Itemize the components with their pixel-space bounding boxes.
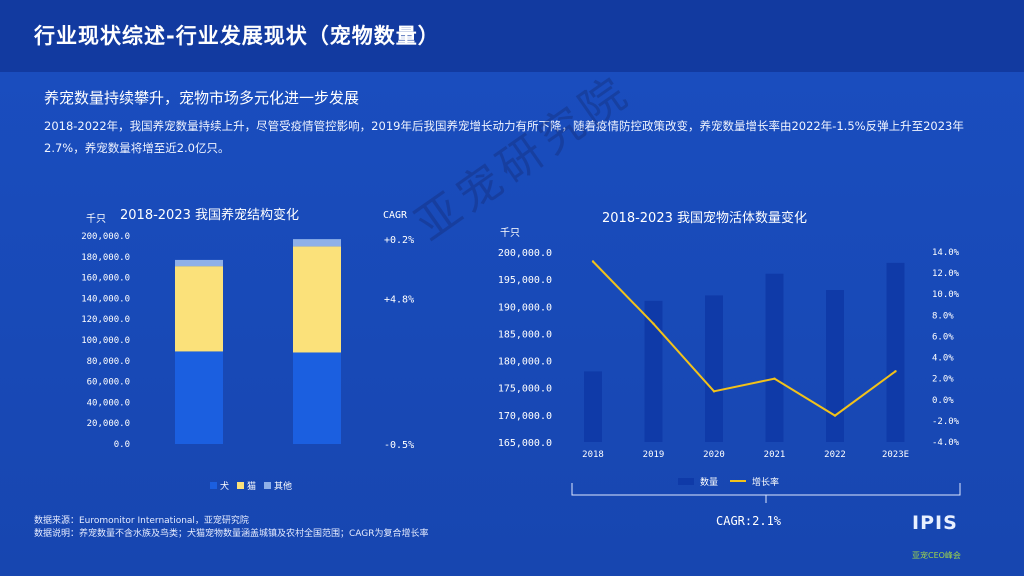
chart1-legend-label: 猫 bbox=[247, 480, 256, 492]
chart1-legend-label: 其他 bbox=[274, 480, 292, 492]
subtitle: 养宠数量持续攀升，宠物市场多元化进一步发展 bbox=[44, 89, 360, 107]
chart2-xtick: 2019 bbox=[643, 450, 665, 460]
footnote-note: 数据说明：养宠数量不含水族及鸟类；犬猫宠物数量涵盖城镇及农村全国范围；CAGR为… bbox=[34, 529, 429, 539]
chart1-legend-label: 犬 bbox=[220, 480, 229, 492]
chart1-cagr-header: CAGR bbox=[383, 210, 408, 221]
chart2-growth-point bbox=[894, 370, 897, 373]
logo-subtext: 亚宠CEO峰会 bbox=[912, 551, 961, 560]
chart2-y2tick: 6.0% bbox=[932, 332, 954, 342]
chart2-growth-line bbox=[592, 260, 897, 417]
chart1-bar-猫-2018 bbox=[175, 266, 223, 352]
chart2-y2tick: 8.0% bbox=[932, 311, 954, 321]
chart2-y2tick: 14.0% bbox=[932, 248, 960, 258]
chart2-y2tick: 4.0% bbox=[932, 354, 954, 364]
chart2-growth-point bbox=[652, 322, 655, 325]
chart1-bar-其他-2018 bbox=[175, 259, 223, 267]
chart1-legend-swatch bbox=[210, 482, 217, 489]
chart1-ytick: 140,000.0 bbox=[81, 294, 130, 304]
chart1-ytick: 100,000.0 bbox=[81, 336, 130, 346]
chart2-ylabel: 千只 bbox=[500, 227, 520, 239]
chart1-ytick: 80,000.0 bbox=[87, 357, 130, 367]
chart2-ytick: 195,000.0 bbox=[498, 275, 552, 286]
chart2-ytick: 180,000.0 bbox=[498, 357, 552, 368]
footnote-source: 数据来源：Euromonitor International，亚宠研究院 bbox=[34, 516, 249, 526]
chart1-ytick: 120,000.0 bbox=[81, 315, 130, 325]
chart2-y2tick: 10.0% bbox=[932, 290, 960, 300]
chart2-bar-2019 bbox=[644, 300, 663, 442]
chart1-title: 2018-2023 我国养宠结构变化 bbox=[120, 208, 299, 223]
chart2-y2tick: 2.0% bbox=[932, 375, 954, 385]
ipis-logo: IPIS 亚宠CEO峰会 bbox=[912, 512, 1010, 568]
chart1-ytick: 0.0 bbox=[114, 440, 130, 450]
chart2-ytick: 165,000.0 bbox=[498, 438, 552, 449]
chart2-growth-point bbox=[773, 377, 776, 380]
chart1-cagr-label: +0.2% bbox=[384, 235, 414, 246]
chart2-y2tick: -4.0% bbox=[932, 438, 960, 448]
chart2-ytick: 175,000.0 bbox=[498, 384, 552, 395]
chart2-y2tick: 12.0% bbox=[932, 269, 960, 279]
chart1-bar-猫-2023 bbox=[293, 246, 341, 353]
chart2-xtick: 2021 bbox=[764, 450, 786, 460]
chart2-bar-2021 bbox=[765, 273, 784, 442]
chart2-bar-2018 bbox=[584, 371, 602, 442]
chart2-bar-2023E bbox=[886, 262, 905, 442]
chart2-ytick: 185,000.0 bbox=[498, 329, 552, 340]
chart1-ytick: 200,000.0 bbox=[81, 232, 130, 242]
chart2-bar-2020 bbox=[705, 295, 723, 442]
chart2-xtick: 2023E bbox=[882, 450, 909, 460]
page-title: 行业现状综述-行业发展现状（宠物数量） bbox=[34, 24, 440, 48]
chart2-ytick: 200,000.0 bbox=[498, 248, 552, 259]
chart2-ytick: 170,000.0 bbox=[498, 411, 552, 422]
chart2-y2tick: 0.0% bbox=[932, 396, 954, 406]
chart1-cagr-label: +4.8% bbox=[384, 294, 414, 305]
chart2-ytick: 190,000.0 bbox=[498, 302, 552, 313]
chart2-cagr: CAGR:2.1% bbox=[716, 514, 782, 528]
chart2-bar-2022 bbox=[826, 290, 844, 442]
chart2-legend-label: 增长率 bbox=[752, 476, 779, 488]
chart1-ytick: 40,000.0 bbox=[87, 398, 130, 408]
chart2-legend-label: 数量 bbox=[700, 476, 718, 488]
chart2-growth-point bbox=[591, 260, 595, 263]
chart2-legend-swatch-bar bbox=[678, 478, 694, 485]
chart1-ytick: 60,000.0 bbox=[87, 378, 130, 388]
chart2-svg: 千只 200,000.0 195,000.0 190,000.0 185,000.0 1… bbox=[498, 227, 961, 528]
chart1-bar-其他-2023 bbox=[293, 239, 341, 247]
chart2-growth-point bbox=[712, 390, 716, 393]
chart2-xtick: 2018 bbox=[582, 450, 604, 460]
chart1-ylabel: 千只 bbox=[86, 213, 106, 225]
header-bar: 行业现状综述-行业发展现状（宠物数量） bbox=[0, 0, 1024, 72]
chart1-cagr-label: -0.5% bbox=[384, 440, 414, 451]
chart2-y2tick: -2.0% bbox=[932, 417, 960, 427]
chart1-legend-swatch bbox=[264, 482, 271, 489]
chart1-ytick: 180,000.0 bbox=[81, 253, 130, 263]
description: 2018-2022年，我国养宠数量持续上升，尽管受疫情管控影响，2019年后我国… bbox=[44, 119, 964, 155]
logo-text: IPIS bbox=[912, 512, 958, 534]
chart1-legend-swatch bbox=[237, 482, 244, 489]
chart2-title: 2018-2023 我国宠物活体数量变化 bbox=[602, 211, 807, 226]
chart1-bar-犬-2018 bbox=[175, 351, 223, 444]
chart1-ytick: 160,000.0 bbox=[81, 274, 130, 284]
chart1-bar-犬-2023 bbox=[293, 352, 341, 444]
chart1-ytick: 20,000.0 bbox=[87, 419, 130, 429]
chart2-xtick: 2022 bbox=[824, 450, 846, 460]
chart2-growth-point bbox=[833, 414, 837, 417]
chart1-svg: 千只 CAGR 200,000.0 180,000.0 160,000.0 140,0… bbox=[81, 210, 414, 492]
chart2-xtick: 2020 bbox=[703, 450, 725, 460]
